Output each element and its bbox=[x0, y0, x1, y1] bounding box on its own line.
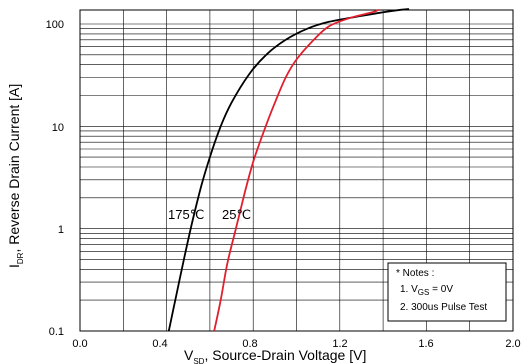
series-layer bbox=[167, 8, 410, 332]
x-tick-label: 2.0 bbox=[505, 338, 520, 350]
x-axis-label: VSD, Source-Drain Voltage [V] bbox=[184, 347, 366, 364]
x-tick-labels: 0.0 0.4 0.8 1.2 1.6 2.0 bbox=[72, 338, 520, 350]
x-tick-label: 1.2 bbox=[332, 338, 347, 350]
y-tick-label: 10 bbox=[52, 122, 64, 134]
x-tick-label: 0.4 bbox=[152, 338, 167, 350]
x-tick-label: 1.6 bbox=[418, 338, 433, 350]
notes-title: * Notes : bbox=[396, 268, 434, 279]
notes-box: * Notes : 1. VGS = 0V 2. 300us Pulse Tes… bbox=[387, 262, 507, 322]
series-line-1 bbox=[213, 8, 380, 332]
y-axis-label-symbol: I bbox=[6, 264, 22, 268]
curve-label-175c: 175℃ bbox=[168, 207, 204, 222]
x-axis-label-subscript: SD bbox=[193, 357, 204, 364]
x-tick-label: 0.0 bbox=[72, 338, 87, 350]
plot-frame bbox=[79, 9, 514, 332]
y-tick-labels: 0.1 1 10 100 bbox=[46, 19, 64, 338]
notes-line-1: 1. VGS = 0V bbox=[400, 284, 453, 297]
y-tick-label: 0.1 bbox=[49, 326, 64, 338]
y-tick-label: 1 bbox=[58, 224, 64, 236]
notes-line-2: 2. 300us Pulse Test bbox=[400, 302, 487, 313]
x-tick-label: 0.8 bbox=[242, 338, 257, 350]
x-axis-label-text: , Source-Drain Voltage [V] bbox=[204, 347, 366, 363]
notes-line-1-rest: = 0V bbox=[429, 284, 453, 295]
grid bbox=[80, 10, 513, 332]
y-tick-label: 100 bbox=[46, 19, 64, 31]
y-axis-label-subscript: DR bbox=[16, 252, 25, 264]
series-line-0 bbox=[167, 8, 410, 332]
notes-line-1-main: 1. V bbox=[400, 284, 418, 295]
curve-label-25c: 25℃ bbox=[222, 207, 251, 222]
notes-box-frame bbox=[387, 262, 507, 322]
y-axis-label: IDR, Reverse Drain Current [A] bbox=[6, 84, 25, 268]
notes-line-1-subscript: GS bbox=[418, 288, 430, 297]
y-axis-label-text: , Reverse Drain Current [A] bbox=[6, 84, 22, 253]
x-axis-label-symbol: V bbox=[184, 347, 194, 363]
